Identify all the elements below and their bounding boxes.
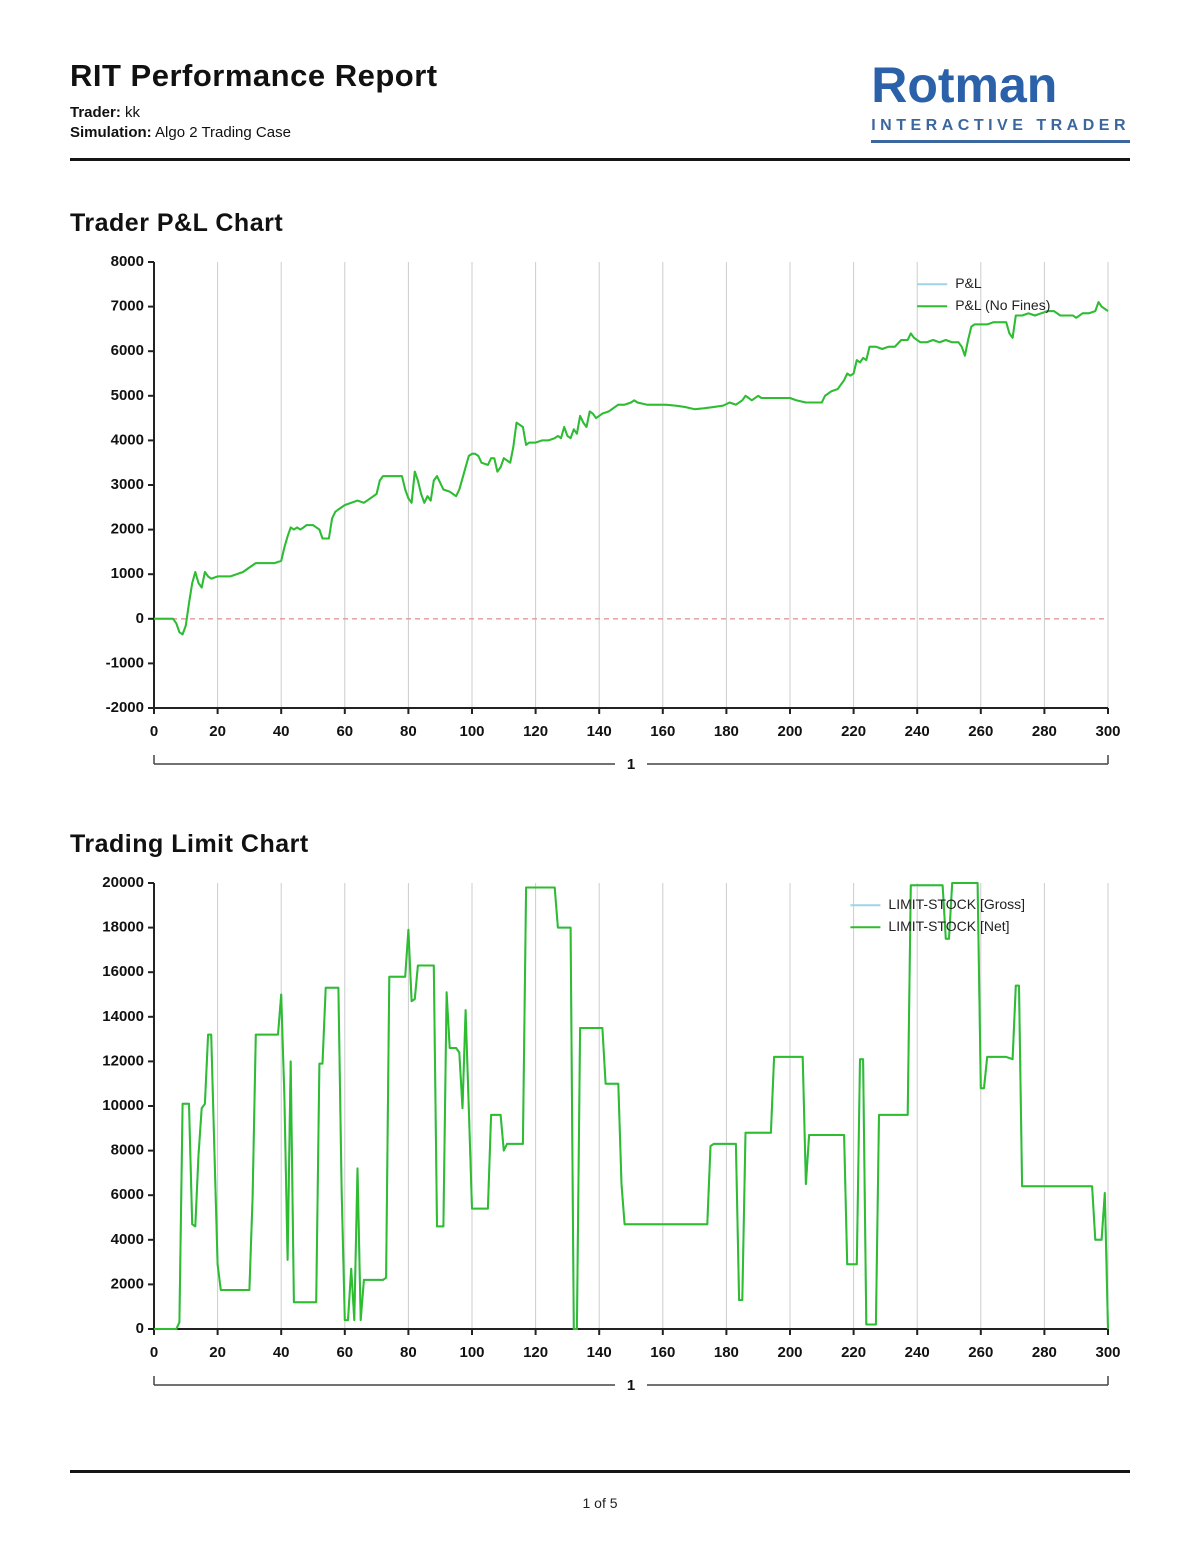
svg-text:2000: 2000 [111,1275,144,1292]
svg-text:180: 180 [714,723,739,740]
simulation-line: Simulation: Algo 2 Trading Case [70,124,438,141]
svg-text:7000: 7000 [111,298,144,315]
trader-value: kk [125,104,141,121]
svg-text:200: 200 [777,1344,802,1361]
svg-text:120: 120 [523,1344,548,1361]
svg-text:4000: 4000 [111,1231,144,1248]
header-rule [70,158,1130,161]
svg-text:1: 1 [627,756,635,773]
svg-text:100: 100 [459,1344,484,1361]
footer-rule [70,1470,1130,1473]
svg-text:LIMIT-STOCK [Net]: LIMIT-STOCK [Net] [888,918,1009,934]
svg-text:2000: 2000 [111,521,144,538]
svg-text:8000: 8000 [111,1142,144,1159]
svg-text:0: 0 [136,610,144,627]
svg-text:P&L (No Fines): P&L (No Fines) [955,297,1050,313]
page-number: 1 of 5 [582,1495,618,1511]
simulation-value: Algo 2 Trading Case [155,124,291,141]
limit-chart-heading: Trading Limit Chart [70,830,309,858]
svg-text:6000: 6000 [111,1186,144,1203]
svg-text:280: 280 [1032,1344,1057,1361]
svg-text:5000: 5000 [111,387,144,404]
svg-text:20: 20 [209,723,226,740]
svg-text:16000: 16000 [102,963,144,980]
svg-text:12000: 12000 [102,1052,144,1069]
svg-text:140: 140 [587,723,612,740]
svg-text:60: 60 [336,723,353,740]
svg-text:1: 1 [627,1377,635,1394]
rotman-logo: Rotman INTERACTIVE TRADER [871,60,1130,143]
rotman-subtitle: INTERACTIVE TRADER [871,117,1130,143]
svg-text:100: 100 [459,723,484,740]
svg-text:300: 300 [1095,1344,1120,1361]
report-title: RIT Performance Report [70,58,438,93]
svg-text:260: 260 [968,1344,993,1361]
svg-text:80: 80 [400,723,417,740]
svg-text:120: 120 [523,723,548,740]
svg-text:280: 280 [1032,723,1057,740]
trader-label: Trader: [70,104,121,121]
svg-text:180: 180 [714,1344,739,1361]
svg-text:40: 40 [273,723,290,740]
svg-text:260: 260 [968,723,993,740]
svg-text:240: 240 [905,1344,930,1361]
svg-text:160: 160 [650,723,675,740]
svg-text:-1000: -1000 [106,654,144,671]
report-header: RIT Performance Report Trader: kk Simula… [70,58,1130,144]
svg-text:20: 20 [209,1344,226,1361]
limit-chart: 0200040006000800010000120001400016000180… [102,874,1120,1394]
svg-text:40: 40 [273,1344,290,1361]
svg-text:LIMIT-STOCK [Gross]: LIMIT-STOCK [Gross] [888,896,1025,912]
trader-line: Trader: kk [70,104,438,121]
pnl-chart: -2000-1000010002000300040005000600070008… [106,253,1121,773]
svg-text:0: 0 [150,1344,158,1361]
svg-text:-2000: -2000 [106,699,144,716]
svg-text:240: 240 [905,723,930,740]
simulation-label: Simulation: [70,124,152,141]
svg-text:4000: 4000 [111,431,144,448]
svg-text:10000: 10000 [102,1097,144,1114]
svg-text:200: 200 [777,723,802,740]
svg-text:300: 300 [1095,723,1120,740]
svg-text:160: 160 [650,1344,675,1361]
svg-text:14000: 14000 [102,1008,144,1025]
report-header-left: RIT Performance Report Trader: kk Simula… [70,58,438,144]
svg-text:0: 0 [136,1320,144,1337]
svg-text:8000: 8000 [111,253,144,270]
svg-text:0: 0 [150,723,158,740]
svg-text:3000: 3000 [111,476,144,493]
rotman-wordmark: Rotman [871,57,1058,113]
svg-text:6000: 6000 [111,342,144,359]
svg-text:220: 220 [841,723,866,740]
svg-text:20000: 20000 [102,874,144,891]
svg-text:P&L: P&L [955,275,982,291]
svg-text:140: 140 [587,1344,612,1361]
pnl-chart-heading: Trader P&L Chart [70,209,284,237]
svg-text:60: 60 [336,1344,353,1361]
svg-text:1000: 1000 [111,565,144,582]
svg-text:80: 80 [400,1344,417,1361]
svg-text:220: 220 [841,1344,866,1361]
svg-text:18000: 18000 [102,919,144,936]
